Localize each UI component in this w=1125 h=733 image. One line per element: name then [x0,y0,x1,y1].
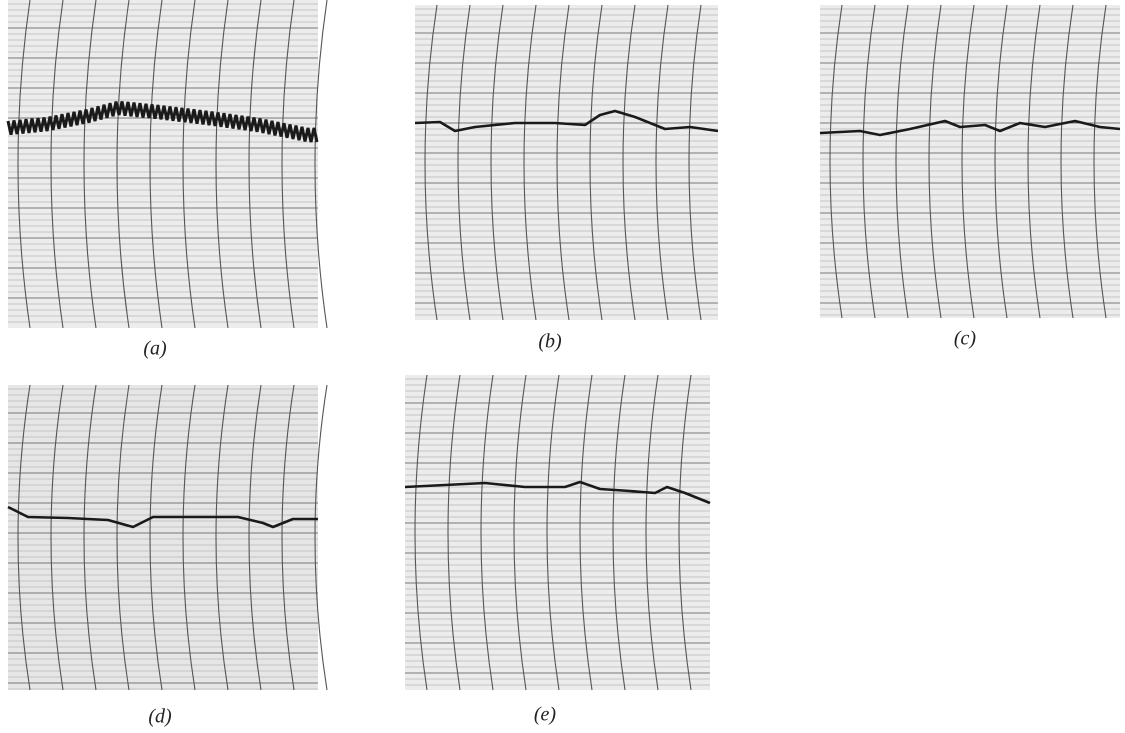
time-line [215,0,229,329]
time-line [523,4,537,321]
time-line [83,0,97,329]
strip-paper [405,375,710,690]
panel-label: (a) [143,338,167,360]
panel-label: (d) [148,706,172,728]
time-line [182,0,196,329]
time-line [83,384,97,691]
time-line [589,4,603,321]
time-line [116,384,130,691]
time-line [424,4,438,321]
time-line [281,384,295,691]
strip-paper [820,5,1120,318]
time-line [556,4,570,321]
time-line [612,374,626,691]
time-line [281,0,295,329]
time-line [414,374,428,691]
recorder-strip [414,4,719,321]
time-line [314,384,328,691]
time-line [457,4,471,321]
time-line [678,374,692,691]
recorder-strip [7,384,328,691]
time-line [928,4,942,319]
recorder-strip [819,4,1121,319]
strip-paper [415,5,718,320]
time-line [1060,4,1074,319]
panels [6,0,1121,691]
time-line [50,384,64,691]
trace [819,119,1121,137]
time-line [248,384,262,691]
strip-paper [8,385,318,690]
strip-paper [8,0,318,328]
time-line [655,4,669,321]
time-line [622,4,636,321]
time-line [50,0,64,329]
trace [404,480,711,505]
time-line [215,384,229,691]
time-line [688,4,702,321]
time-line [182,384,196,691]
time-line [149,384,163,691]
time-line [895,4,909,319]
trace [414,109,719,133]
time-line [546,374,560,691]
time-line [579,374,593,691]
time-line [17,384,31,691]
time-line [314,0,328,329]
time-line [645,374,659,691]
panel-label: (e) [534,704,557,726]
time-line [829,4,843,319]
time-line [994,4,1008,319]
time-line [447,374,461,691]
recorder-strip [6,0,328,329]
trace [6,101,319,143]
time-line [513,374,527,691]
time-line [149,0,163,329]
trace [7,505,318,529]
time-line [490,4,504,321]
time-line [17,0,31,329]
time-line [116,0,130,329]
panel-label: (b) [538,331,562,353]
time-line [248,0,262,329]
time-line [862,4,876,319]
recorder-strip [404,374,711,691]
time-line [961,4,975,319]
panel-label: (c) [954,328,977,350]
time-line [1093,4,1107,319]
time-line [1027,4,1041,319]
time-line [480,374,494,691]
